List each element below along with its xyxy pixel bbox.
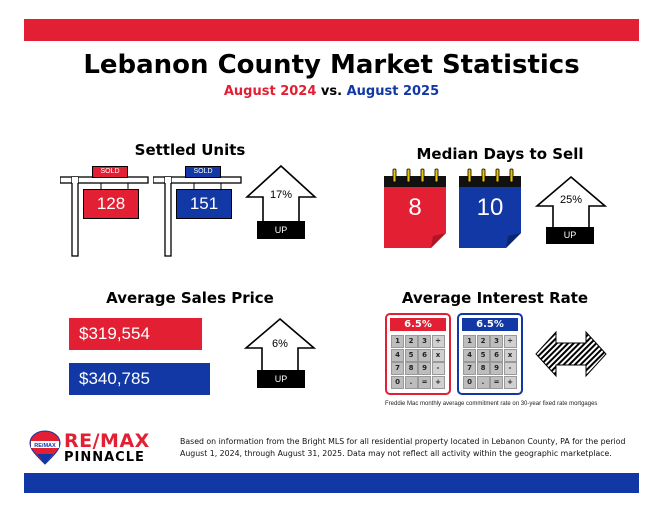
calculator-key: =: [490, 375, 503, 389]
top-red-band: [24, 19, 639, 41]
calculator-2025: 6.5% 1 2 3 ÷ 4 5 6 x 7 8 9- 0. = +: [457, 313, 523, 395]
calculator-key: 5: [404, 348, 418, 362]
calculator-key: 7: [391, 362, 404, 375]
source-line-2: August 1, 2024, through August 31, 2025.…: [180, 449, 612, 458]
sold-tag-2025: SOLD: [185, 166, 221, 178]
calculator-key: x: [503, 348, 517, 362]
calculator-key: 1: [391, 335, 404, 348]
calculator-key: =: [418, 375, 431, 389]
calculator-key: 9: [490, 362, 503, 375]
calculator-key: 1: [463, 335, 476, 348]
calculator-key: 0: [391, 375, 404, 389]
calculator-key: +: [503, 375, 517, 389]
calculator-key: 2: [476, 335, 490, 348]
calculator-key: 0: [463, 375, 476, 389]
calculator-key: .: [404, 375, 418, 389]
median-days-2025: 10: [476, 194, 504, 221]
remax-badge-text: RE/MAX: [34, 443, 56, 449]
calculator-key: +: [431, 375, 445, 389]
source-line-1: Based on information from the Bright MLS…: [180, 437, 626, 446]
calculator-key: 4: [391, 348, 404, 362]
calculator-key: -: [431, 362, 445, 375]
median-days-title: Median Days to Sell: [416, 145, 584, 163]
interest-rate-title: Average Interest Rate: [401, 289, 589, 307]
calculator-key: x: [431, 348, 445, 362]
calculator-key: 4: [463, 348, 476, 362]
calculator-key: ÷: [503, 335, 517, 348]
double-arrow-icon: [535, 330, 607, 378]
calculator-key: 8: [476, 362, 490, 375]
calculator-key: .: [476, 375, 490, 389]
period-b: August 2025: [346, 84, 440, 99]
avg-price-title: Average Sales Price: [106, 289, 274, 307]
settled-units-change: 17%: [269, 189, 293, 201]
median-days-direction: UP: [546, 227, 594, 244]
settled-units-2024: 128: [83, 189, 139, 219]
avg-price-direction: UP: [257, 370, 305, 388]
brand-office: PINNACLE: [64, 450, 145, 465]
remax-balloon-icon: RE/MAX: [29, 430, 61, 465]
calculator-key: 6: [490, 348, 503, 362]
avg-price-2024: $319,554: [69, 318, 202, 350]
sold-tag-2024: SOLD: [92, 166, 128, 178]
calculator-key: -: [503, 362, 517, 375]
bottom-blue-band: [24, 473, 639, 493]
calculator-key: 7: [463, 362, 476, 375]
page-title: Lebanon County Market Statistics: [83, 50, 580, 80]
period-a: August 2024: [223, 84, 317, 99]
calculator-key: 8: [404, 362, 418, 375]
calculator-key: 6: [418, 348, 431, 362]
interest-rate-2024: 6.5%: [390, 318, 446, 331]
median-days-change: 25%: [559, 194, 583, 206]
avg-price-change: 6%: [272, 338, 288, 350]
interest-rate-2025: 6.5%: [462, 318, 518, 331]
vs-label: vs.: [320, 84, 343, 99]
calculator-key: 9: [418, 362, 431, 375]
calculator-key: 2: [404, 335, 418, 348]
settled-units-2025: 151: [176, 189, 232, 219]
calculator-key: ÷: [431, 335, 445, 348]
calendar-icon: [459, 168, 521, 248]
settled-units-title: Settled Units: [134, 141, 246, 159]
settled-units-direction: UP: [257, 221, 305, 239]
avg-price-2025: $340,785: [69, 363, 210, 395]
calculator-key: 3: [418, 335, 431, 348]
page-subtitle: August 2024 vs. August 2025: [0, 84, 663, 99]
interest-rate-footnote: Freddie Mac monthly average commitment r…: [385, 401, 598, 407]
calculator-2024: 6.5% 1 2 3 ÷ 4 5 6 x 7 8 9- 0. = +: [385, 313, 451, 395]
calculator-key: 5: [476, 348, 490, 362]
brand-name: RE/MAX: [64, 430, 150, 452]
calculator-key: 3: [490, 335, 503, 348]
calendar-icon: [384, 168, 446, 248]
median-days-2024: 8: [408, 194, 422, 221]
source-note: Based on information from the Bright MLS…: [180, 436, 640, 460]
